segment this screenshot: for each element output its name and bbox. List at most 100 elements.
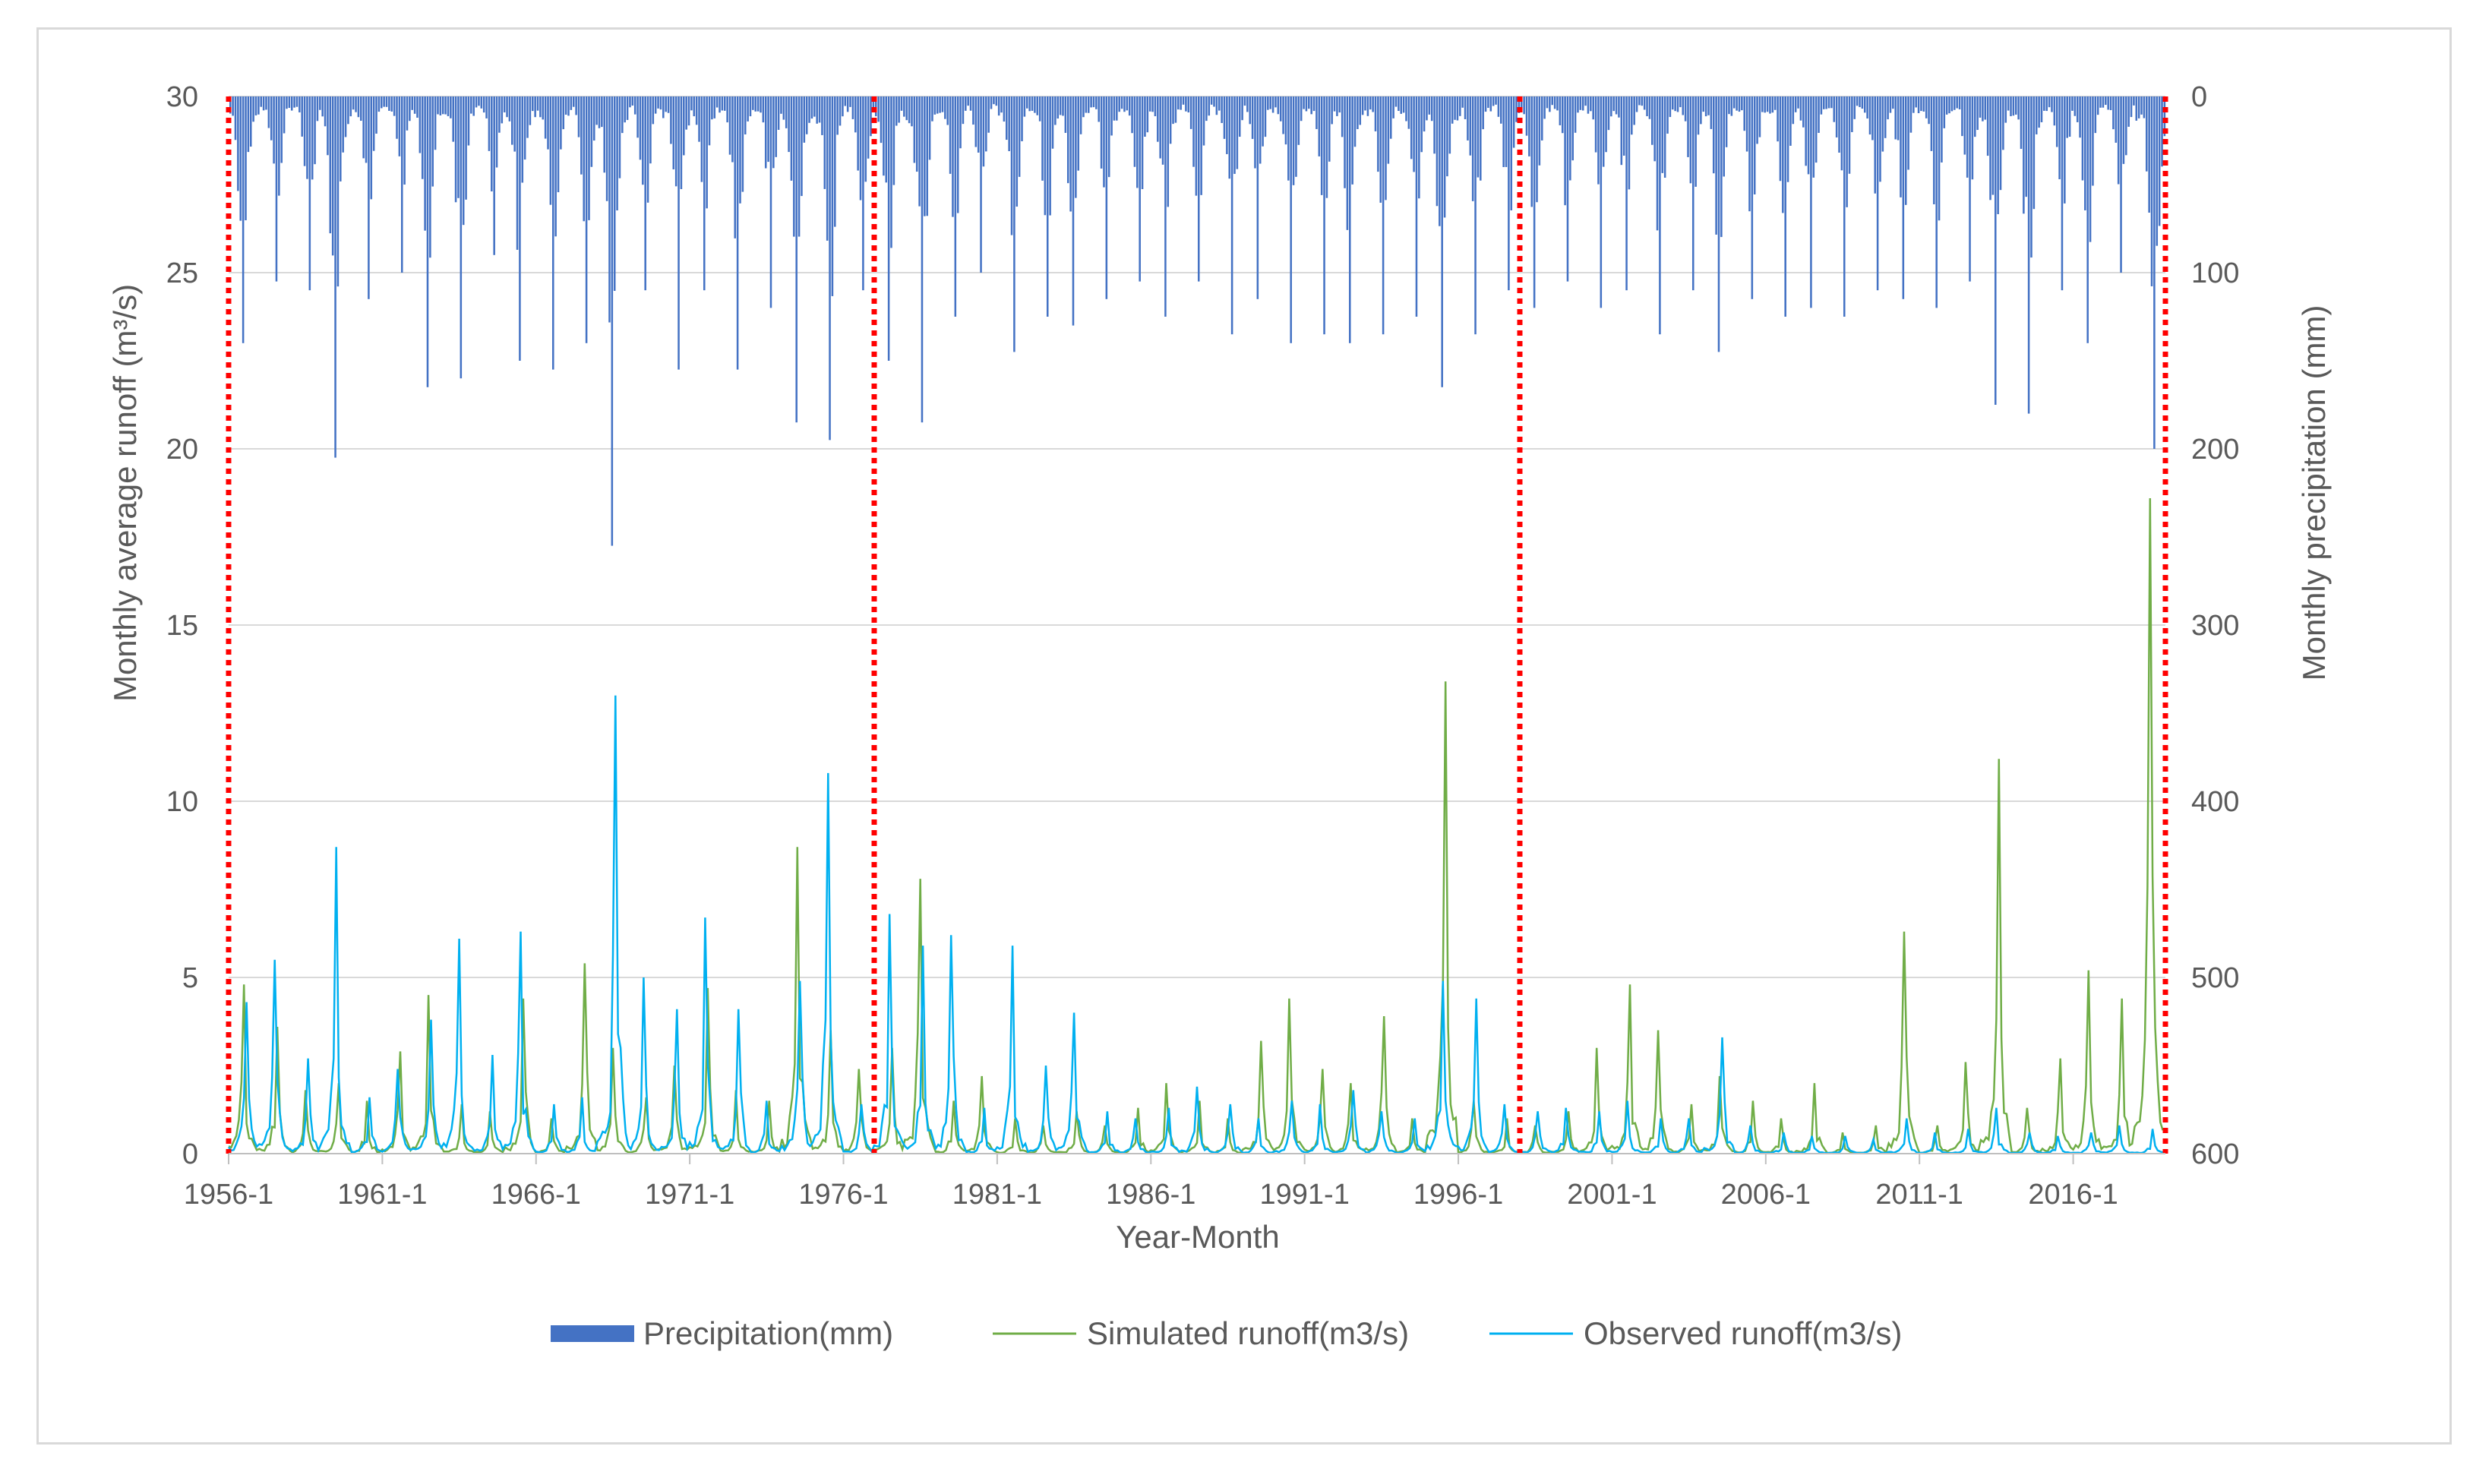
precipitation-bar [2140,96,2143,115]
precipitation-bar [808,96,810,123]
precipitation-bar [1986,96,1989,156]
precipitation-bar [857,96,859,171]
left-tick-label: 15 [166,610,198,642]
precipitation-bar [472,96,475,116]
precipitation-bar [883,96,885,176]
precipitation-bar [475,96,478,108]
precipitation-bar [1036,96,1039,115]
precipitation-bar [1807,96,1810,175]
precipitation-bar [1482,96,1484,130]
chart-frame: 0 5 10 15 20 25 30 0 100 200 300 400 500 600 1956-1 1… [36,27,2452,1445]
right-y-axis: 0 100 200 300 400 500 600 [2191,81,2239,1170]
precipitation-bar [1976,96,1979,131]
precipitation-bar [1551,96,1554,106]
precipitation-bar [534,96,536,118]
precipitation-bar [2146,96,2148,172]
precipitation-bar [736,96,739,370]
precipitation-bar [1389,96,1392,139]
precipitation-bar [1851,96,1853,132]
precipitation-bar [1351,96,1353,185]
precipitation-bar [529,96,532,125]
precipitation-bar [1620,96,1623,166]
precipitation-bar [1336,96,1338,116]
precipitation-bar [1715,96,1717,235]
precipitation-bar [687,96,690,126]
precipitation-bar [1305,96,1308,112]
precipitation-bar [355,96,357,112]
precipitation-bar [982,96,985,167]
precipitation-bar [303,96,306,166]
precipitation-bar [1443,96,1446,218]
precipitation-bar [1279,96,1282,122]
precipitation-bar [257,96,260,115]
precipitation-bar [1861,96,1864,109]
precipitation-bar [383,96,385,107]
precipitation-bar [454,96,457,203]
precipitation-bar [1605,96,1607,153]
precipitation-bar [1521,96,1523,108]
precipitation-bar [1385,96,1387,200]
precipitation-bar [1387,96,1390,164]
precipitation-bar [1353,96,1357,147]
x-tick-label: 1991-1 [1260,1179,1350,1211]
precipitation-bar [1779,96,1782,182]
precipitation-bar [411,96,414,110]
precipitation-bar [234,96,237,141]
precipitation-bar [1748,96,1751,212]
precipitation-bar [542,96,545,120]
precipitation-bar [482,96,485,113]
precipitation-bar [652,96,655,125]
precipitation-bar [2084,96,2086,210]
precipitation-bar [1098,96,1100,122]
left-tick-label: 10 [166,786,198,818]
precipitation-bar [552,96,554,370]
precipitation-bar [613,96,616,292]
precipitation-bar [1508,96,1510,291]
precipitation-bar [952,96,954,217]
precipitation-bar [521,96,524,183]
precipitation-bar [1887,96,1889,120]
precipitation-bar [1702,96,1705,112]
precipitation-bar [1995,96,1997,405]
precipitation-bar [329,96,332,234]
precipitation-bars [229,96,2166,546]
precipitation-bar [911,96,913,127]
precipitation-bar [478,96,480,106]
x-axis-title: Year-Month [1116,1219,1280,1255]
precipitation-bar [690,96,693,111]
precipitation-bar [1398,96,1400,112]
precipitation-bar [372,96,375,151]
precipitation-bar [895,96,898,126]
precipitation-bar [1549,96,1551,112]
precipitation-bar [1543,96,1546,119]
precipitation-bar [1467,96,1469,141]
precipitation-bar [1059,96,1062,115]
precipitation-bar [293,96,295,108]
observed-runoff-line [228,695,2163,1154]
precipitation-bar [842,96,844,117]
precipitation-bar [1512,96,1515,148]
precipitation-bar [488,96,491,151]
precipitation-bar [2156,96,2159,246]
precipitation-bar [1758,96,1761,137]
precipitation-bar [275,96,278,282]
precipitation-bar [1031,96,1034,111]
precipitation-bar [1484,96,1487,112]
precipitation-bar [898,96,900,123]
precipitation-bar [311,96,314,180]
right-tick-label: 400 [2191,786,2239,818]
precipitation-bar [913,96,916,163]
precipitation-bar [1454,96,1456,120]
precipitation-bar [1881,96,1884,152]
precipitation-bar [370,96,373,200]
precipitation-bar [1487,96,1489,109]
precipitation-bar [288,96,291,109]
precipitation-bar [805,96,808,134]
x-tick-label: 1956-1 [184,1179,273,1211]
precipitation-bar [349,96,352,117]
precipitation-bar [424,96,426,231]
precipitation-bar [698,96,700,142]
x-tick-label: 1961-1 [337,1179,427,1211]
precipitation-bar [1480,96,1482,181]
